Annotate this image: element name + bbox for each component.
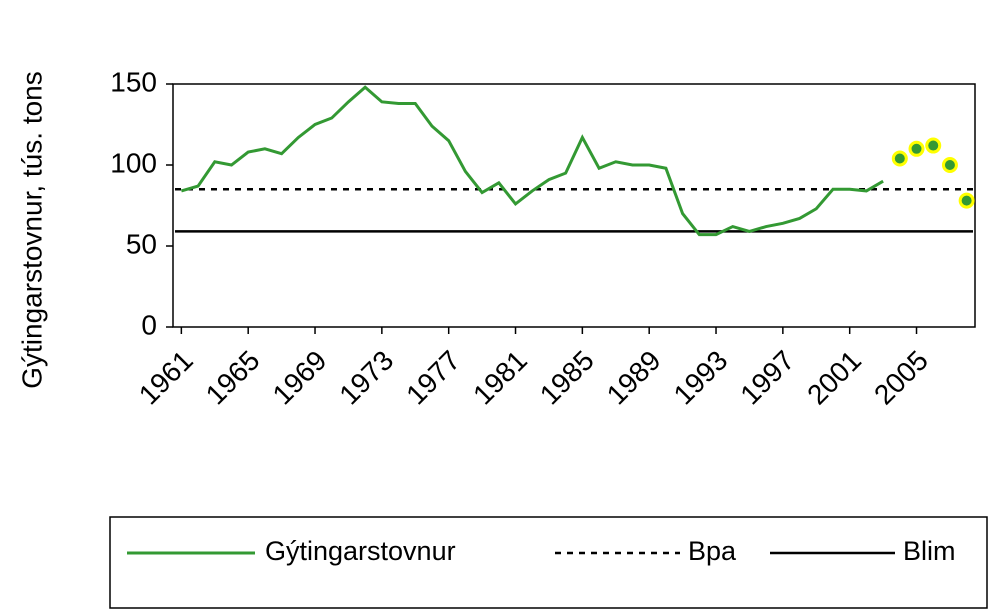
plot-area <box>172 83 976 328</box>
marker <box>908 140 925 157</box>
x-tick-label: 2001 <box>801 345 867 411</box>
y-tick-label: 50 <box>126 228 157 259</box>
marker <box>891 150 908 167</box>
x-tick-label: 1977 <box>400 345 466 411</box>
x-tick-label: 1989 <box>601 345 667 411</box>
legend <box>109 516 988 609</box>
y-tick-label: 100 <box>110 147 157 178</box>
x-tick-label: 1969 <box>267 345 333 411</box>
x-tick-label: 1973 <box>333 345 399 411</box>
y-axis-label: Gýtingarstovnur, tús. tons <box>16 71 47 389</box>
legend-label: Blim <box>903 536 956 566</box>
x-tick-label: 2005 <box>868 345 934 411</box>
marker <box>925 137 942 154</box>
legend-label: Bpa <box>688 536 737 566</box>
marker <box>941 157 958 173</box>
data-line <box>180 85 884 237</box>
y-tick-label: 0 <box>141 309 157 340</box>
x-tick-label: 1965 <box>200 345 266 411</box>
x-tick-label: 1985 <box>534 345 600 411</box>
x-tick-label: 1993 <box>668 345 734 411</box>
marker <box>958 192 975 209</box>
y-tick-label: 150 <box>110 66 157 97</box>
legend-label: Gýtingarstovnur <box>265 536 456 566</box>
x-tick-label: 1981 <box>467 345 533 411</box>
x-tick-label: 1961 <box>133 345 199 411</box>
x-tick-label: 1997 <box>734 345 800 411</box>
